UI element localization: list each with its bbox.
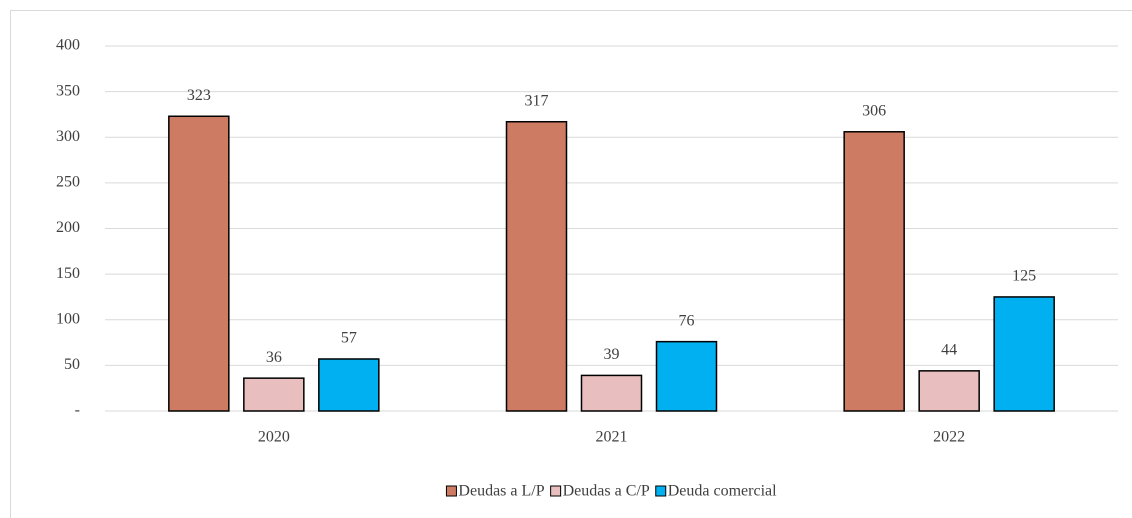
data-label: 306 xyxy=(862,102,886,119)
y-tick-label: 150 xyxy=(56,265,80,282)
bar xyxy=(993,296,1055,412)
data-label: 39 xyxy=(604,346,620,363)
x-tick-label: 2022 xyxy=(933,429,965,446)
y-tick-label: 100 xyxy=(56,310,80,327)
bar xyxy=(580,374,643,412)
legend-swatch xyxy=(550,485,562,497)
bar xyxy=(318,358,380,412)
x-tick-label: 2020 xyxy=(258,429,290,446)
legend-swatch xyxy=(655,485,667,497)
y-tick-label: 250 xyxy=(56,174,80,191)
y-tick-label: 350 xyxy=(56,82,80,99)
y-tick-label: - xyxy=(75,402,80,419)
bar xyxy=(168,115,230,412)
y-tick-label: 400 xyxy=(56,37,80,54)
bar xyxy=(843,131,905,412)
bar xyxy=(918,370,980,412)
data-label: 57 xyxy=(341,330,357,347)
data-label: 317 xyxy=(525,92,549,109)
bar xyxy=(243,377,305,412)
x-tick-label: 2021 xyxy=(596,429,628,446)
legend-label: Deuda comercial xyxy=(668,483,777,500)
y-tick-label: 300 xyxy=(56,128,80,145)
data-label: 36 xyxy=(266,349,282,366)
bar xyxy=(655,340,718,412)
y-tick-label: 200 xyxy=(56,219,80,236)
data-label: 323 xyxy=(187,87,211,104)
data-label: 44 xyxy=(941,342,957,359)
legend-label: Deudas a C/P xyxy=(563,483,650,500)
data-label: 76 xyxy=(679,312,695,329)
legend-swatch xyxy=(445,485,457,497)
y-tick-label: 50 xyxy=(64,356,80,373)
bar xyxy=(505,120,568,412)
legend-label: Deudas a L/P xyxy=(458,483,544,500)
data-label: 125 xyxy=(1012,268,1036,285)
